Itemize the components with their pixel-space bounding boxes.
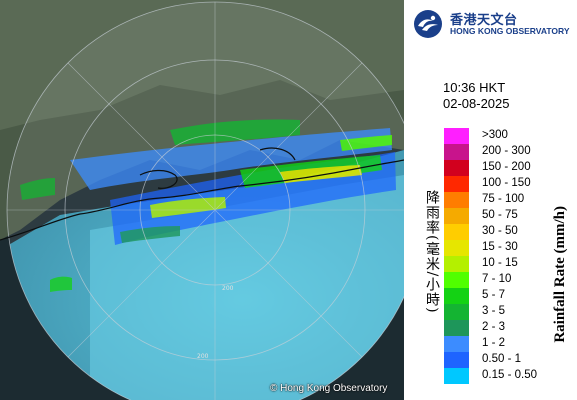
legend-color-swatch — [444, 256, 469, 272]
legend-title-english: Rainfall Rate (mm/h) — [552, 206, 568, 343]
legend-label: 75 - 100 — [482, 193, 525, 205]
observation-date: 02-08-2025 — [443, 96, 510, 111]
legend-color-swatch — [444, 368, 469, 384]
legend-row: 200 - 300 — [444, 144, 554, 160]
legend-label: 50 - 75 — [482, 209, 518, 221]
legend-row: 30 - 50 — [444, 224, 554, 240]
legend-label: 30 - 50 — [482, 225, 518, 237]
legend-row: 15 - 30 — [444, 240, 554, 256]
rainfall-rate-legend: >300 200 - 300 150 - 200 100 - 150 75 - 100 5… — [444, 128, 554, 384]
legend-color-swatch — [444, 240, 469, 256]
legend-row: >300 — [444, 128, 554, 144]
legend-label: 5 - 7 — [482, 289, 506, 301]
radar-map: 200 200 © Hong Kong Observatory — [0, 0, 404, 400]
legend-panel: 香港天文台 HONG KONG OBSERVATORY 10:36 HKT 02… — [404, 0, 577, 400]
legend-label: 0.15 - 0.50 — [482, 369, 537, 381]
legend-color-swatch — [444, 352, 469, 368]
org-name-english: HONG KONG OBSERVATORY — [450, 26, 570, 36]
legend-row: 50 - 75 — [444, 208, 554, 224]
legend-label: 3 - 5 — [482, 305, 506, 317]
legend-color-swatch — [444, 304, 469, 320]
legend-row: 75 - 100 — [444, 192, 554, 208]
legend-row: 0.50 - 1 — [444, 352, 554, 368]
radial-lines — [7, 2, 404, 400]
org-name-chinese: 香港天文台 — [450, 13, 518, 28]
legend-row: 5 - 7 — [444, 288, 554, 304]
legend-color-swatch — [444, 128, 469, 144]
legend-row: 7 - 10 — [444, 272, 554, 288]
legend-label: 200 - 300 — [482, 145, 531, 157]
legend-color-swatch — [444, 208, 469, 224]
copyright-notice: © Hong Kong Observatory — [270, 383, 388, 394]
hko-logo-icon — [413, 9, 443, 39]
legend-color-swatch — [444, 144, 469, 160]
legend-color-swatch — [444, 224, 469, 240]
legend-title-chinese: 降雨率(毫米/小時) — [424, 190, 440, 314]
legend-label: 100 - 150 — [482, 177, 531, 189]
legend-color-swatch — [444, 320, 469, 336]
legend-color-swatch — [444, 176, 469, 192]
range-ring-label: 200 — [222, 285, 234, 292]
legend-label: 15 - 30 — [482, 241, 518, 253]
legend-row: 3 - 5 — [444, 304, 554, 320]
legend-color-swatch — [444, 272, 469, 288]
legend-row: 10 - 15 — [444, 256, 554, 272]
legend-label: 0.50 - 1 — [482, 353, 521, 365]
radar-image — [0, 0, 404, 400]
legend-color-swatch — [444, 160, 469, 176]
legend-label: 2 - 3 — [482, 321, 506, 333]
legend-color-swatch — [444, 288, 469, 304]
legend-color-swatch — [444, 192, 469, 208]
legend-color-swatch — [444, 336, 469, 352]
legend-row: 0.15 - 0.50 — [444, 368, 554, 384]
legend-row: 2 - 3 — [444, 320, 554, 336]
legend-label: >300 — [482, 129, 508, 141]
coastline — [0, 147, 404, 241]
observation-time: 10:36 HKT — [443, 80, 506, 95]
range-ring-label: 200 — [197, 353, 209, 360]
legend-label: 10 - 15 — [482, 257, 518, 269]
legend-row: 100 - 150 — [444, 176, 554, 192]
legend-label: 1 - 2 — [482, 337, 506, 349]
legend-label: 7 - 10 — [482, 273, 512, 285]
legend-row: 150 - 200 — [444, 160, 554, 176]
legend-label: 150 - 200 — [482, 161, 531, 173]
legend-row: 1 - 2 — [444, 336, 554, 352]
